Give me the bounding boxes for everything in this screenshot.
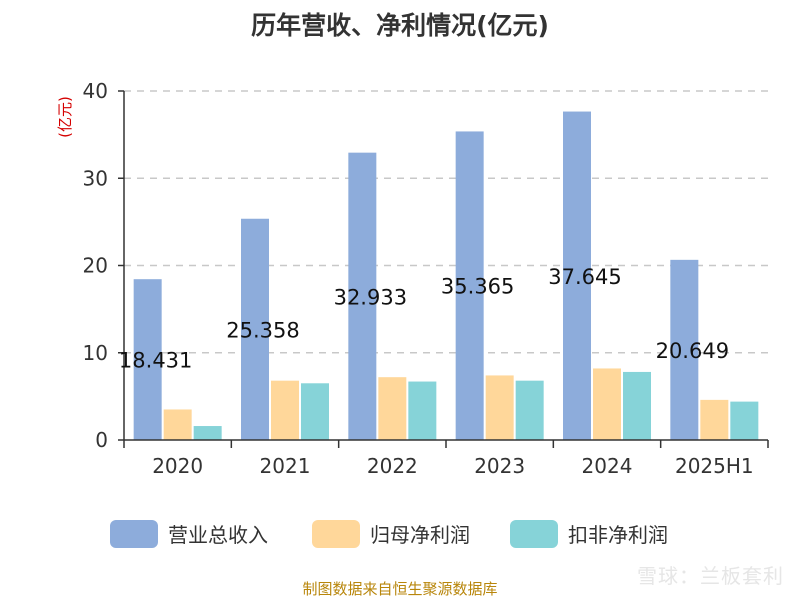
x-tick-label: 2020 [152,454,203,478]
bar-2-2021 [271,380,299,440]
legend-label-1: 营业总收入 [168,523,268,547]
data-label: 18.431 [119,349,192,373]
bar-2-2025H1 [700,399,729,440]
bars-layer [133,111,759,441]
data-label: 35.365 [441,275,514,299]
data-label: 25.358 [226,318,299,342]
bar-2-2022 [378,377,407,440]
data-label: 20.649 [656,339,729,363]
legend-label-3: 扣非净利润 [568,523,668,547]
y-tick-label: 20 [83,254,108,278]
legend-swatch-3 [510,520,558,548]
legend-label-2: 归母净利润 [370,523,470,547]
bar-1-2020 [133,279,162,440]
x-tick-label: 2024 [582,454,633,478]
axis-layer: 0 10 20 30 40 (亿元) 2020 2021 2022 2023 2024 2025H1 [56,79,769,478]
bar-2-2023 [485,375,514,440]
x-tick-label: 2023 [474,454,525,478]
data-labels-layer: 18.431 25.358 32.933 35.365 37.645 20.649 [119,265,729,373]
bar-3-2025H1 [730,401,759,440]
x-tick-label: 2025H1 [675,454,754,478]
grid-layer [124,90,768,354]
bar-3-2021 [301,383,329,440]
y-tick-label: 0 [95,428,108,452]
y-tick-label: 40 [83,79,108,103]
bar-1-2025H1 [670,259,699,440]
legend: 营业总收入 归母净利润 扣非净利润 [110,520,668,548]
bar-3-2020 [193,426,222,440]
chart-title: 历年营收、净利情况(亿元) [251,11,549,40]
watermark: 雪球：兰板套利 [637,564,784,588]
legend-swatch-1 [110,520,158,548]
legend-swatch-2 [312,520,360,548]
bar-3-2023 [515,380,544,440]
y-tick-label: 10 [83,341,108,365]
y-tick-label: 30 [83,166,108,190]
bar-2-2020 [163,409,192,440]
bar-3-2022 [408,381,437,440]
y-axis-label: (亿元) [56,96,74,138]
bar-1-2024 [563,111,591,441]
x-tick-label: 2022 [367,454,418,478]
bar-3-2024 [623,371,651,440]
x-tick-label: 2021 [260,454,311,478]
bar-1-2023 [455,131,484,440]
bar-2-2024 [593,368,621,440]
data-label: 37.645 [548,265,621,289]
source-note: 制图数据来自恒生聚源数据库 [302,580,498,598]
bar-1-2021 [241,218,269,440]
data-label: 32.933 [334,285,407,309]
bar-1-2022 [348,152,377,440]
